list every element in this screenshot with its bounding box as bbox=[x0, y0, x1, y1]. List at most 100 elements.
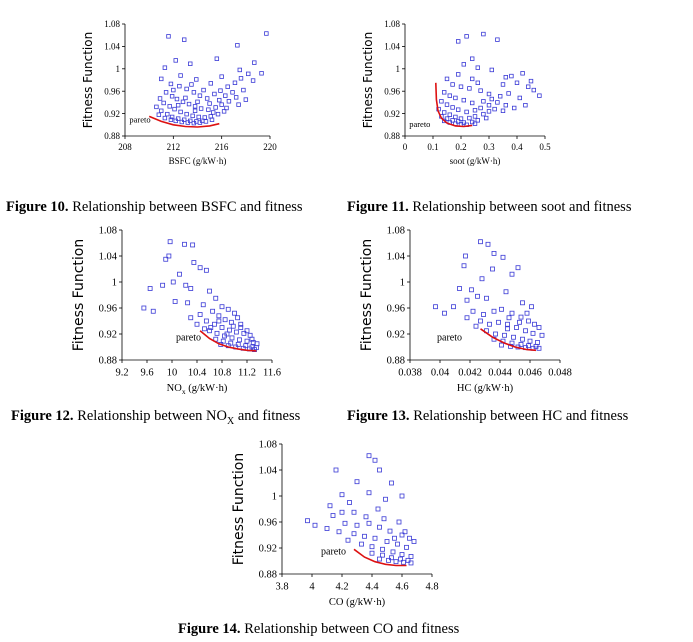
chart-svg: 0.88 0.92 0.96 1 1.04 1.08 9.2 9.6 10 10.4 10.8 11.… bbox=[71, 226, 281, 396]
data-point bbox=[492, 106, 497, 112]
data-point bbox=[141, 305, 147, 311]
data-point bbox=[159, 76, 164, 82]
data-point bbox=[461, 263, 467, 269]
data-point bbox=[223, 93, 228, 98]
data-point bbox=[232, 310, 237, 316]
data-point bbox=[215, 111, 221, 117]
caption-figure-11: Figure 11. Relationship between soot and… bbox=[347, 198, 631, 216]
data-point bbox=[372, 457, 378, 463]
data-point bbox=[208, 81, 213, 86]
x-tick-label: 0.1 bbox=[427, 142, 438, 152]
data-point bbox=[464, 109, 469, 115]
data-point bbox=[184, 86, 189, 92]
data-point bbox=[171, 87, 176, 93]
data-point bbox=[154, 104, 159, 110]
y-tick-label: 0.88 bbox=[99, 356, 117, 367]
data-point bbox=[444, 76, 450, 82]
y-tick-label: 0.88 bbox=[384, 131, 400, 141]
data-point bbox=[372, 535, 378, 541]
data-point bbox=[168, 81, 174, 87]
data-point bbox=[475, 80, 480, 85]
data-point bbox=[509, 73, 514, 79]
data-point bbox=[191, 260, 197, 265]
y-tick-label: 0.92 bbox=[387, 330, 405, 341]
data-point bbox=[161, 100, 166, 106]
data-point bbox=[202, 326, 207, 332]
y-tick-label: 1.08 bbox=[387, 226, 405, 237]
data-point bbox=[249, 336, 255, 342]
data-point bbox=[517, 95, 522, 101]
chart-svg: 0.88 0.92 0.96 1 1.04 1.08 208 212 216 220 Fitness… bbox=[81, 19, 277, 166]
data-point bbox=[529, 304, 534, 310]
data-point bbox=[481, 312, 486, 317]
data-point bbox=[389, 480, 394, 486]
data-point bbox=[481, 31, 486, 37]
data-point bbox=[330, 513, 336, 518]
data-point bbox=[447, 112, 452, 117]
x-tick-label: 0.048 bbox=[548, 368, 572, 379]
data-point bbox=[511, 105, 517, 111]
data-point bbox=[237, 67, 242, 73]
data-point bbox=[517, 319, 522, 325]
data-point bbox=[207, 101, 212, 106]
caption-number: Figure 13. bbox=[347, 408, 410, 424]
data-point bbox=[250, 78, 256, 83]
data-point bbox=[238, 321, 244, 327]
x-tick-label: 0.046 bbox=[518, 368, 542, 379]
chart-hc: 0.88 0.92 0.96 1 1.04 1.08 0.038 0.04 0.042 0.044… bbox=[354, 218, 604, 400]
data-point bbox=[362, 533, 367, 539]
caption-number: Figure 14. bbox=[178, 621, 241, 637]
data-point bbox=[203, 119, 209, 124]
data-point bbox=[485, 241, 491, 247]
data-point bbox=[168, 117, 174, 122]
data-point bbox=[491, 308, 497, 314]
data-point bbox=[190, 113, 195, 119]
data-point bbox=[188, 315, 194, 321]
data-point bbox=[195, 99, 200, 105]
data-point bbox=[241, 330, 247, 336]
caption-number: Figure 11. bbox=[347, 199, 409, 215]
data-point bbox=[246, 71, 251, 77]
data-point bbox=[233, 329, 239, 335]
data-point bbox=[520, 336, 525, 342]
data-point bbox=[366, 453, 372, 459]
data-point bbox=[478, 318, 483, 324]
data-point bbox=[345, 537, 351, 543]
data-point bbox=[525, 84, 531, 89]
data-point bbox=[381, 516, 387, 522]
data-point bbox=[490, 266, 495, 272]
data-point bbox=[526, 318, 531, 324]
data-point bbox=[324, 526, 330, 531]
data-point bbox=[201, 87, 206, 93]
data-point bbox=[539, 332, 545, 338]
pareto-label: pareto bbox=[176, 333, 201, 344]
x-tick-label: 4.4 bbox=[365, 582, 379, 593]
data-point bbox=[213, 105, 218, 110]
data-point bbox=[536, 325, 542, 330]
data-point bbox=[351, 531, 357, 537]
data-point bbox=[505, 321, 510, 327]
data-point bbox=[486, 103, 492, 108]
data-point bbox=[194, 77, 199, 82]
data-point bbox=[336, 529, 342, 535]
data-point bbox=[456, 39, 461, 44]
x-tick-label: 9.6 bbox=[140, 368, 153, 379]
data-point bbox=[399, 493, 405, 499]
data-point bbox=[169, 94, 175, 99]
data-point bbox=[366, 490, 372, 496]
data-point bbox=[183, 95, 188, 101]
data-point bbox=[214, 56, 220, 61]
data-point bbox=[177, 271, 182, 277]
x-tick-label: 4.6 bbox=[395, 582, 408, 593]
x-tick-label: 216 bbox=[215, 142, 229, 152]
data-point bbox=[339, 509, 345, 515]
x-tick-label: 10.8 bbox=[213, 368, 231, 379]
y-tick-label: 1.04 bbox=[259, 466, 278, 477]
y-tick-label: 0.96 bbox=[99, 304, 117, 315]
data-point bbox=[173, 58, 178, 63]
x-tick-label: 9.2 bbox=[115, 368, 128, 379]
data-point bbox=[408, 560, 414, 566]
data-point bbox=[506, 91, 511, 96]
x-tick-label: 0.2 bbox=[455, 142, 466, 152]
y-tick-label: 1 bbox=[116, 64, 121, 74]
